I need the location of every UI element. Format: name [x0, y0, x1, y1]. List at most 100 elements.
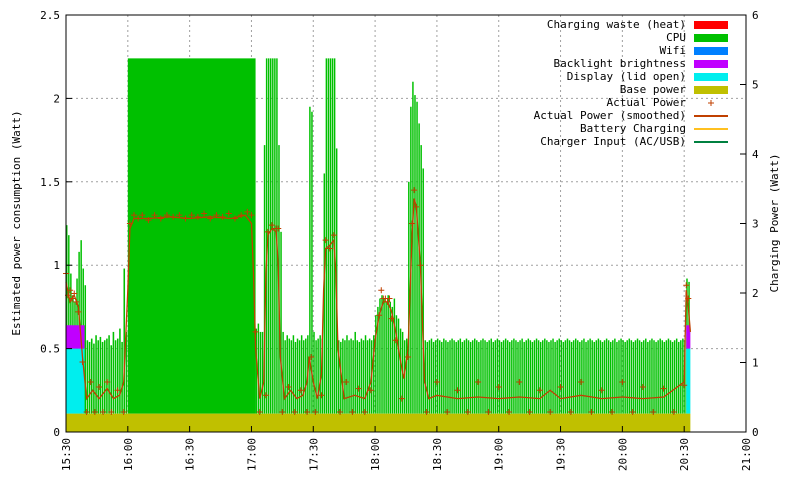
cpu-bar	[566, 338, 569, 414]
cpu-bar	[595, 340, 598, 414]
cpu-bar	[274, 58, 276, 414]
cpu-bar	[432, 341, 435, 414]
cpu-bar	[387, 295, 389, 414]
cpu-bar	[331, 58, 334, 414]
cpu-bar	[533, 340, 536, 414]
cpu-bar	[482, 338, 484, 414]
cpu-bar	[467, 340, 470, 414]
actual-power-point	[639, 383, 646, 390]
cpu-bar	[112, 331, 115, 414]
cpu-bar	[261, 331, 264, 414]
x-tick-label: 17:00	[245, 438, 258, 471]
actual-power-point	[285, 383, 292, 390]
y2-tick-label: 6	[752, 9, 759, 22]
cpu-bar	[544, 338, 546, 414]
cpu-bar	[354, 331, 356, 414]
actual-power-point	[409, 220, 416, 227]
cpu-bar	[527, 338, 530, 414]
actual-power-point	[219, 213, 226, 220]
actual-power-point	[279, 408, 286, 415]
cpu-bar	[459, 338, 462, 414]
cpu-bar	[436, 338, 439, 414]
cpu-bar	[286, 335, 288, 414]
cpu-bar	[546, 340, 548, 414]
actual-power-point	[304, 408, 311, 415]
cpu-bar	[319, 335, 321, 414]
cpu-bar	[618, 340, 620, 414]
stacked-bars	[66, 58, 691, 432]
cpu-bar	[515, 340, 517, 414]
cpu-bar	[574, 338, 577, 414]
cpu-bar	[628, 338, 631, 414]
actual-power-point	[67, 287, 74, 294]
cpu-bar	[537, 340, 540, 414]
cpu-bar	[385, 301, 387, 414]
actual-power-point	[114, 387, 121, 394]
actual-power-point	[188, 212, 195, 219]
cpu-bar	[123, 268, 126, 414]
cpu-bar	[478, 341, 480, 414]
actual-power-point	[660, 385, 667, 392]
cpu-bar	[340, 341, 342, 414]
legend-label: Charger Input (AC/USB)	[540, 135, 686, 148]
cpu-bar	[651, 338, 653, 414]
cpu-bar	[389, 301, 391, 414]
axis-ticks: 0 0.5 1 1.5 2 2.5 0 1 2 3 4 5 6 15:30 16:00 16:30 17:00 1…	[40, 9, 759, 471]
actual-power-point	[609, 408, 616, 415]
cpu-bar	[554, 341, 556, 414]
actual-power-point	[120, 408, 127, 415]
cpu-bar	[86, 340, 89, 414]
cpu-bar	[636, 338, 639, 414]
cpu-bar	[360, 338, 363, 414]
cpu-bar	[424, 340, 427, 414]
cpu-bar	[119, 328, 121, 414]
cpu-bar	[624, 341, 626, 414]
cpu-bar	[542, 340, 544, 414]
actual-power-point	[194, 213, 201, 220]
cpu-bar	[127, 58, 256, 414]
actual-power-point	[248, 212, 255, 219]
cpu-bar	[577, 340, 579, 414]
cpu-bar	[490, 338, 492, 414]
cpu-bar	[498, 340, 501, 414]
actual-power-point	[386, 295, 393, 302]
cpu-bar	[484, 340, 486, 414]
cpu-bar	[601, 341, 604, 414]
backlight-bar	[686, 325, 691, 349]
legend-point	[708, 100, 714, 106]
cpu-bar	[599, 340, 602, 414]
cpu-bar	[634, 340, 637, 414]
actual-power-point	[104, 378, 111, 385]
actual-power-point	[176, 212, 183, 219]
cpu-bar	[377, 306, 379, 414]
actual-power-point	[629, 408, 636, 415]
cpu-bar	[391, 306, 394, 414]
cpu-bar	[492, 341, 495, 414]
cpu-bar	[632, 341, 635, 414]
actual-power-point	[163, 212, 170, 219]
cpu-bar	[560, 340, 563, 414]
cpu-bar	[393, 298, 396, 414]
actual-power-point	[464, 408, 471, 415]
actual-power-point	[619, 378, 626, 385]
actual-power-point	[475, 378, 482, 385]
cpu-bar	[106, 338, 108, 414]
actual-power-point	[126, 220, 133, 227]
cpu-bar	[416, 101, 418, 414]
actual-power-point	[411, 187, 418, 194]
actual-power-point	[244, 208, 251, 215]
cpu-bar	[313, 331, 315, 414]
base-power-bar	[66, 413, 691, 432]
y-tick-label: 0.5	[40, 343, 60, 356]
actual-power-point	[83, 408, 90, 415]
cpu-bar	[434, 340, 437, 414]
legend-swatch	[694, 86, 728, 94]
cpu-bar	[502, 340, 505, 414]
cpu-bar	[315, 340, 317, 414]
cpu-bar	[449, 340, 451, 414]
legend-label: Battery Charging	[580, 122, 686, 135]
cpu-bar	[66, 225, 68, 414]
cpu-bar	[517, 341, 519, 414]
